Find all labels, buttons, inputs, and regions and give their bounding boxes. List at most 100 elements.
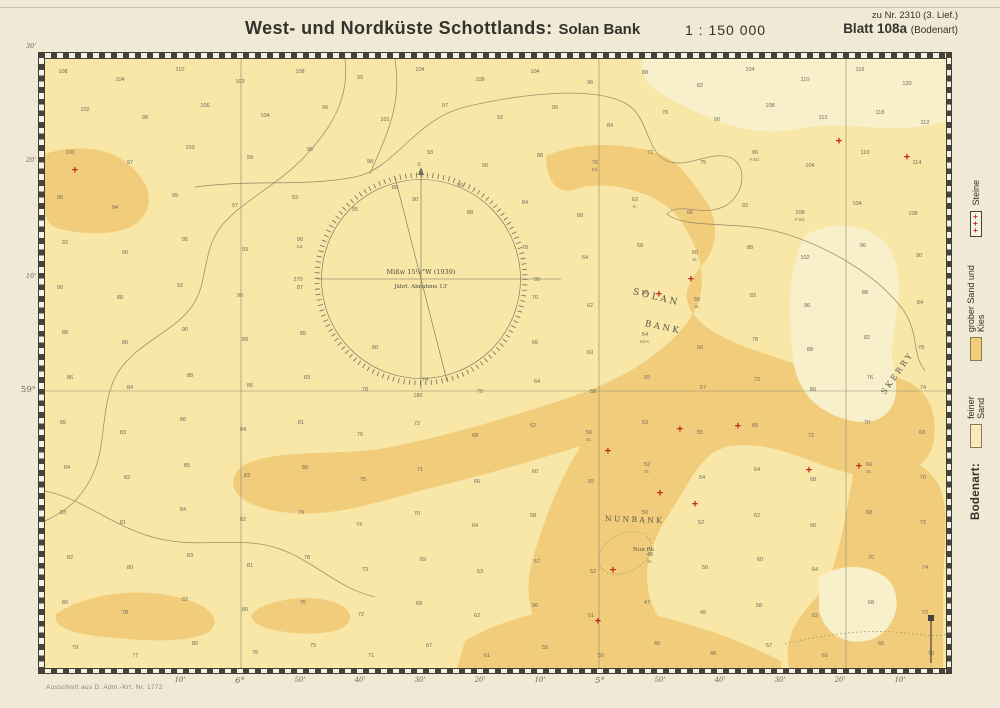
depth-sounding: 88 <box>861 290 869 297</box>
depth-sounding: 78 <box>917 345 925 352</box>
depth-sounding: 90 <box>713 117 721 124</box>
longitude-label: 20' <box>834 676 846 684</box>
depth-sounding: 62 <box>473 613 481 620</box>
depth-sounding: 61 <box>483 653 491 660</box>
depth-sounding: 70 <box>413 511 421 518</box>
depth-sounding: 88 <box>61 330 69 337</box>
coarse-sand-region-bottom-center <box>457 607 781 668</box>
depth-sounding: 95 <box>181 237 189 244</box>
stone-cross-icon: + <box>609 564 617 577</box>
depth-sounding: 78 <box>303 555 311 562</box>
beacon-symbol <box>928 615 934 663</box>
depth-sounding: 51 <box>587 613 595 620</box>
depth-sounding: 85 <box>299 331 307 338</box>
tick-band-left <box>39 53 44 673</box>
depth-sounding: 99 <box>356 75 364 82</box>
stone-cross-icon: + <box>734 420 742 433</box>
depth-sounding: 108 <box>58 69 68 76</box>
depth-sounding: 103 <box>185 145 195 152</box>
bottom-quality-abbr: Sd. <box>296 244 304 249</box>
depth-sounding: 104 <box>745 67 755 74</box>
depth-sounding: 90 Sd. <box>296 237 304 249</box>
depth-sounding: 68 <box>865 510 873 517</box>
bottom-quality-abbr: St. <box>586 437 592 442</box>
map-artwork <box>45 59 946 668</box>
chart-title: West- und Nordküste Schottlands: Solan Ba… <box>245 18 640 39</box>
fine-sand-region-top-right <box>642 59 946 132</box>
depth-sounding: 56 <box>696 345 704 352</box>
depth-sounding: 84 <box>916 300 924 307</box>
legend-swatch-coarse <box>970 337 982 362</box>
depth-sounding: 68 <box>918 430 926 437</box>
depth-sounding: 46 <box>653 641 661 648</box>
depth-sounding: 83 <box>303 375 311 382</box>
coarse-sand-region-left-edge <box>45 148 149 234</box>
stone-cross-icon: + <box>855 460 863 473</box>
compass-label-east: 90 <box>533 277 541 283</box>
depth-sounding: 60 St. <box>691 250 699 262</box>
depth-sounding: 85 <box>183 463 191 470</box>
depth-sounding: 70 <box>919 475 927 482</box>
depth-sounding: 104 <box>415 67 425 74</box>
depth-sounding: 72 <box>921 610 929 617</box>
depth-sounding: 88 <box>186 373 194 380</box>
depth-sounding: 70 <box>867 555 875 562</box>
latitude-label: 59° <box>20 385 36 395</box>
depth-sounding: 71 <box>367 653 375 660</box>
depth-sounding: 80 <box>371 345 379 352</box>
depth-sounding: 110 <box>175 67 185 74</box>
sheet-title: Blatt 108a (Bodenart) <box>843 21 958 36</box>
depth-sounding: 76 <box>356 432 364 439</box>
depth-sounding: 108 <box>908 211 918 218</box>
variation-decrease-label: Jährl. Abnahme 13' <box>394 284 448 290</box>
depth-sounding: 81 <box>297 420 305 427</box>
depth-sounding: 80 <box>191 641 199 648</box>
depth-sounding: 74 <box>921 565 929 572</box>
depth-sounding: 76 <box>866 375 874 382</box>
depth-sounding: 47 <box>643 600 651 607</box>
fine-sand-region-bottom-right <box>819 566 897 642</box>
depth-sounding: 106 <box>200 103 210 110</box>
depth-sounding: 83 <box>186 553 194 560</box>
depth-sounding: 78 <box>751 337 759 344</box>
depth-sounding: 98 <box>141 115 149 122</box>
depth-sounding: 83 <box>119 430 127 437</box>
depth-sounding: 58 <box>589 389 597 396</box>
depth-sounding: 78 <box>121 610 129 617</box>
depth-sounding: 71 <box>416 467 424 474</box>
depth-sounding: 64 <box>753 467 761 474</box>
bottom-quality-abbr: F.Sd. <box>794 217 806 222</box>
sheet-note: (Bodenart) <box>910 25 958 36</box>
depth-sounding: 100 <box>65 150 75 157</box>
depth-sounding: 108 F.Sd. <box>794 210 806 222</box>
depth-sounding: 69 <box>419 557 427 564</box>
depth-sounding: 79 <box>71 645 79 652</box>
depth-sounding: 68 <box>415 601 423 608</box>
depth-sounding: 88 <box>746 245 754 252</box>
depth-sounding: 112 <box>920 120 930 127</box>
depth-sounding: 92 <box>496 115 504 122</box>
depth-sounding: 104 <box>852 201 862 208</box>
depth-sounding: 108 <box>475 77 485 84</box>
stone-cross-icon: + <box>805 464 813 477</box>
depth-sounding: 96 <box>859 243 867 250</box>
depth-sounding: 92 <box>176 283 184 290</box>
bottom-quality-abbr: K. <box>632 204 638 209</box>
depth-sounding: 108 <box>295 69 305 76</box>
depth-sounding: 62 <box>586 303 594 310</box>
depth-sounding: 90 <box>481 163 489 170</box>
depth-sounding: 70 <box>863 420 871 427</box>
depth-sounding: 75 <box>309 643 317 650</box>
nun-rock-contour <box>598 531 652 575</box>
depth-sounding: 72 <box>357 612 365 619</box>
chart-scale: 1 : 150 000 <box>685 22 767 38</box>
depth-sounding: 50 <box>641 510 649 517</box>
depth-sounding: 58 <box>755 603 763 610</box>
depth-sounding: 95 <box>351 207 359 214</box>
contour-line-main <box>194 92 926 372</box>
depth-sounding: 64 <box>581 255 589 262</box>
source-note: Ausschnitt aus D. Adm.-Krt. Nr. 1772 <box>46 684 163 691</box>
bottom-quality-abbr: Sd. <box>591 167 599 172</box>
chart-title-sub: Solan Bank <box>558 21 641 38</box>
legend-label: grober Sand und Kies <box>966 265 986 333</box>
